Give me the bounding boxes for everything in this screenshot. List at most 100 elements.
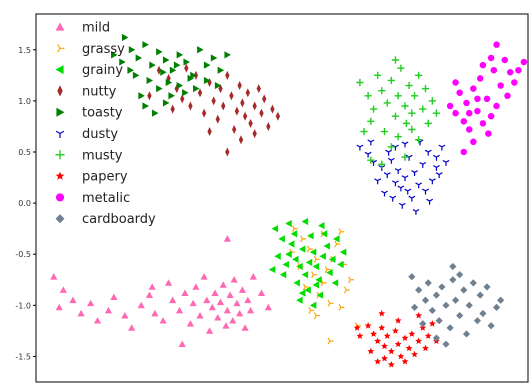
data-point-grassy [308,307,315,314]
y-tick-label: 1.0 [18,97,31,106]
data-point-toasty [162,56,170,64]
data-point-musty [415,136,423,144]
data-point-metalic [506,69,514,76]
series-toasty [111,33,231,117]
data-point-toasty [132,71,140,79]
data-point-dusty [411,170,418,177]
data-point-cardboardy [442,340,450,348]
data-point-toasty [142,102,149,110]
data-point-grainy [279,271,287,279]
data-point-nutty [201,108,207,118]
data-point-mild [87,299,95,307]
data-point-papery [415,337,423,345]
data-point-toasty [187,74,195,82]
data-point-toasty [203,76,211,85]
data-point-mild [55,303,63,311]
data-point-musty [391,112,400,120]
data-point-dusty [442,159,450,166]
data-point-nutty [238,135,244,145]
data-point-grassy [338,303,345,311]
data-point-grainy [293,279,300,287]
data-point-toasty [127,66,134,74]
y-tick-label: -1.5 [15,352,31,361]
data-point-nutty [221,101,226,111]
data-point-grainy [296,262,303,271]
data-point-papery [405,344,413,352]
data-point-cardboardy [462,330,471,338]
data-point-mild [205,327,214,334]
series-nutty [147,63,281,157]
data-point-cardboardy [438,283,446,291]
data-point-grainy [296,296,303,304]
y-tick-label: 1.5 [18,46,31,55]
data-point-grainy [301,271,309,279]
data-point-mild [104,306,113,314]
data-point-dusty [374,178,382,185]
data-point-mild [59,286,67,293]
data-point-dusty [435,172,443,179]
data-point-musty [369,105,378,113]
data-point-mild [145,291,154,298]
data-point-mild [50,273,58,280]
data-point-metalic [452,109,459,117]
data-point-toasty [142,41,149,49]
data-point-mild [178,340,186,348]
data-point-mild [189,299,197,307]
data-point-metalic [470,138,477,146]
data-point-musty [374,71,382,79]
data-point-papery [387,361,395,368]
data-point-musty [428,97,436,105]
data-point-dusty [426,198,434,205]
data-point-musty [397,64,405,72]
data-point-toasty [162,99,170,107]
data-point-toasty [214,81,222,90]
data-point-dusty [367,139,375,146]
data-point-toasty [169,66,177,74]
data-point-grassy [313,255,320,263]
data-point-nutty [225,70,230,80]
data-point-grassy [343,286,350,294]
data-point-mild [121,311,129,319]
data-point-papery [411,350,418,358]
data-point-dusty [394,168,402,174]
data-point-grainy [333,235,340,243]
data-point-papery [401,357,409,365]
data-point-dusty [398,202,406,209]
data-point-nutty [232,125,237,135]
data-point-nutty [240,98,245,108]
data-point-nutty [225,147,230,157]
data-point-cardboardy [456,311,464,320]
data-point-musty [367,156,375,164]
data-point-dusty [392,180,399,187]
data-point-dusty [422,188,429,195]
data-point-toasty [119,58,126,66]
data-point-mild [236,309,244,317]
data-point-toasty [203,61,211,69]
data-point-grainy [337,260,344,269]
legend: mild grassy grainy nutty toasty dusty musty pap… [55,21,156,227]
data-point-cardboardy [479,309,487,318]
data-point-musty [380,127,389,136]
series-metalic [446,41,528,156]
data-point-cardboardy [465,301,473,309]
data-point-dusty [383,172,391,179]
data-point-toasty [210,54,218,62]
data-point-musty [387,76,395,85]
data-point-papery [415,311,423,319]
data-point-mild [222,322,230,329]
data-point-grainy [271,225,279,233]
data-point-musty [391,56,400,64]
data-point-musty [405,81,413,90]
data-point-cardboardy [432,334,441,342]
data-point-musty [394,92,402,100]
data-point-metalic [456,89,463,96]
data-point-mild [186,320,195,327]
data-point-mild [223,306,231,314]
data-point-toasty [176,51,184,59]
legend-label-metalic: metalic [82,191,130,206]
data-point-musty [408,109,416,117]
series-papery [353,309,440,368]
data-point-toasty [160,68,167,76]
data-point-mild [137,301,145,309]
legend-marker-toasty [56,107,65,117]
